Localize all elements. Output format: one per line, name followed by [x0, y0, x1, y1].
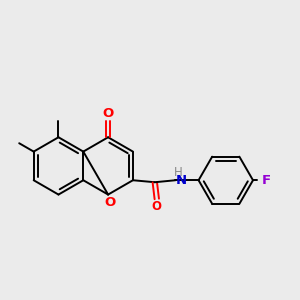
Text: F: F — [262, 174, 271, 187]
Text: N: N — [176, 174, 187, 187]
Text: H: H — [174, 166, 183, 179]
Text: O: O — [104, 196, 116, 209]
Text: O: O — [152, 200, 162, 213]
Text: O: O — [103, 107, 114, 120]
